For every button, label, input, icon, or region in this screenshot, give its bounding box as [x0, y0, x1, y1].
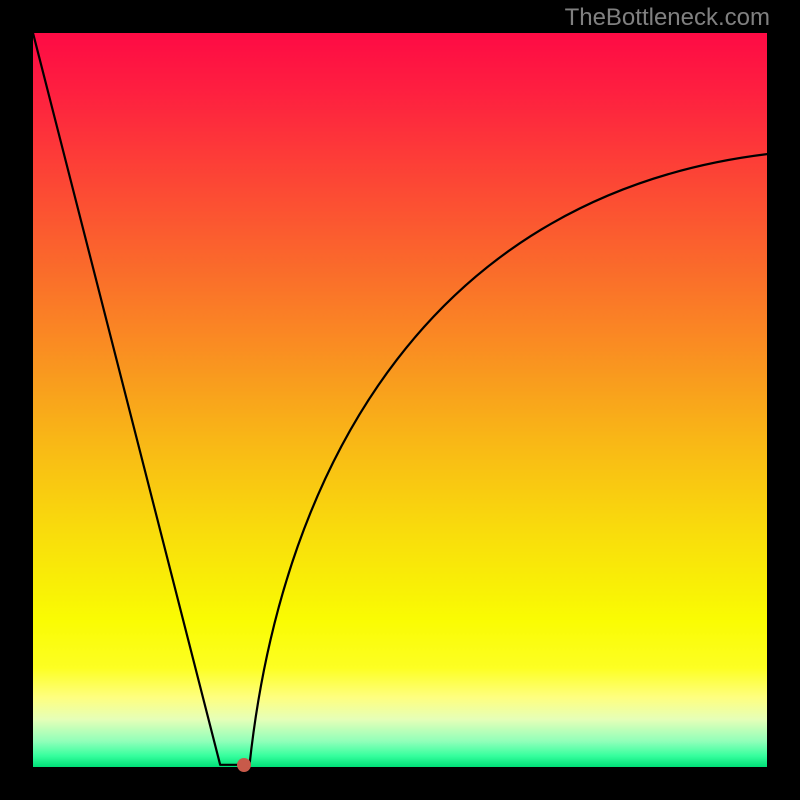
optimal-point-marker — [237, 758, 251, 772]
gradient-plot-area — [33, 33, 767, 767]
watermark-text: TheBottleneck.com — [565, 4, 770, 32]
outer-frame — [0, 0, 800, 800]
